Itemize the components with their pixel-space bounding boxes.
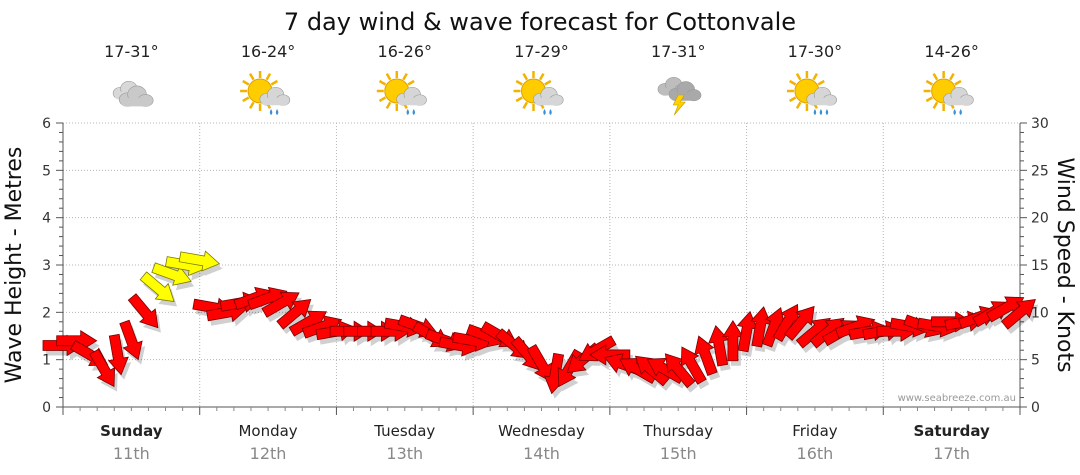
wind-arrow (985, 296, 1025, 323)
left-tick-label: 2 (42, 305, 51, 321)
wind-arrow (761, 307, 786, 348)
right-tick-label: 20 (1031, 211, 1049, 227)
wind-arrow (722, 319, 744, 362)
day-name-label: Saturday (913, 422, 990, 440)
right-tick-label: 5 (1031, 353, 1040, 369)
day-name-label: Wednesday (498, 422, 585, 440)
left-tick-label: 6 (42, 116, 51, 132)
day-date-label: 12th (250, 444, 287, 463)
wind-arrow (694, 335, 718, 376)
left-axis-title: Wave Height - Metres (2, 147, 27, 384)
wind-arrow (139, 271, 175, 303)
day-name-label: Thursday (642, 422, 713, 440)
right-tick-label: 25 (1031, 163, 1049, 179)
credit-label: www.seabreeze.com.au (898, 393, 1016, 404)
sun-cloud-showers-icon (240, 71, 291, 115)
wind-arrow (680, 346, 707, 385)
wind-arrow (664, 353, 696, 389)
wind-arrow (526, 344, 553, 383)
left-tick-label: 4 (42, 211, 51, 227)
left-tick-label: 0 (42, 400, 51, 416)
day-name-label: Monday (238, 422, 297, 440)
wind-arrow (288, 310, 328, 337)
day-temperature: 16-24° (241, 42, 296, 61)
day-date-label: 16th (797, 444, 834, 463)
day-name-label: Friday (792, 422, 838, 440)
sun-cloud-rain-icon (786, 71, 837, 115)
sun-cloud-showers-icon (923, 71, 974, 115)
chart-title: 7 day wind & wave forecast for Cottonval… (284, 8, 796, 36)
day-temperature: 17-30° (788, 42, 843, 61)
day-temperature: 17-31° (651, 42, 706, 61)
day-temperature: 17-29° (514, 42, 569, 61)
day-date-label: 11th (113, 444, 150, 463)
right-axis-title: Wind Speed - Knots (1052, 157, 1077, 372)
wind-arrow (119, 319, 143, 361)
wind-arrow (276, 298, 312, 330)
sun-cloud-showers-icon (513, 71, 564, 115)
wind-arrow-series (42, 250, 1039, 399)
wind-arrow (151, 262, 192, 286)
right-tick-label: 15 (1031, 258, 1049, 274)
wind-arrow (178, 250, 221, 272)
wind-arrow (1000, 298, 1036, 330)
right-tick-label: 10 (1031, 305, 1049, 321)
wind-arrow (107, 333, 129, 376)
wind-arrow (784, 305, 815, 341)
cloudy-icon (112, 80, 154, 107)
day-name-label: Tuesday (373, 422, 435, 440)
wind-arrow (127, 293, 159, 329)
day-temperature: 16-26° (378, 42, 433, 61)
day-date-label: 13th (386, 444, 423, 463)
left-tick-label: 3 (42, 258, 51, 274)
sun-cloud-showers-icon (376, 71, 427, 115)
day-name-label: Sunday (100, 422, 163, 440)
right-tick-label: 0 (1031, 400, 1040, 416)
wind-arrow (89, 348, 116, 388)
day-temperature: 14-26° (924, 42, 979, 61)
day-date-label: 14th (523, 444, 560, 463)
thunderstorm-icon (657, 76, 702, 116)
right-tick-label: 30 (1031, 116, 1049, 132)
day-date-label: 15th (660, 444, 697, 463)
left-tick-label: 1 (42, 353, 51, 369)
wind-arrow (261, 291, 300, 318)
day-date-label: 17th (933, 444, 970, 463)
left-tick-label: 5 (42, 163, 51, 179)
day-temperature: 17-31° (104, 42, 159, 61)
wind-arrow (56, 330, 98, 352)
